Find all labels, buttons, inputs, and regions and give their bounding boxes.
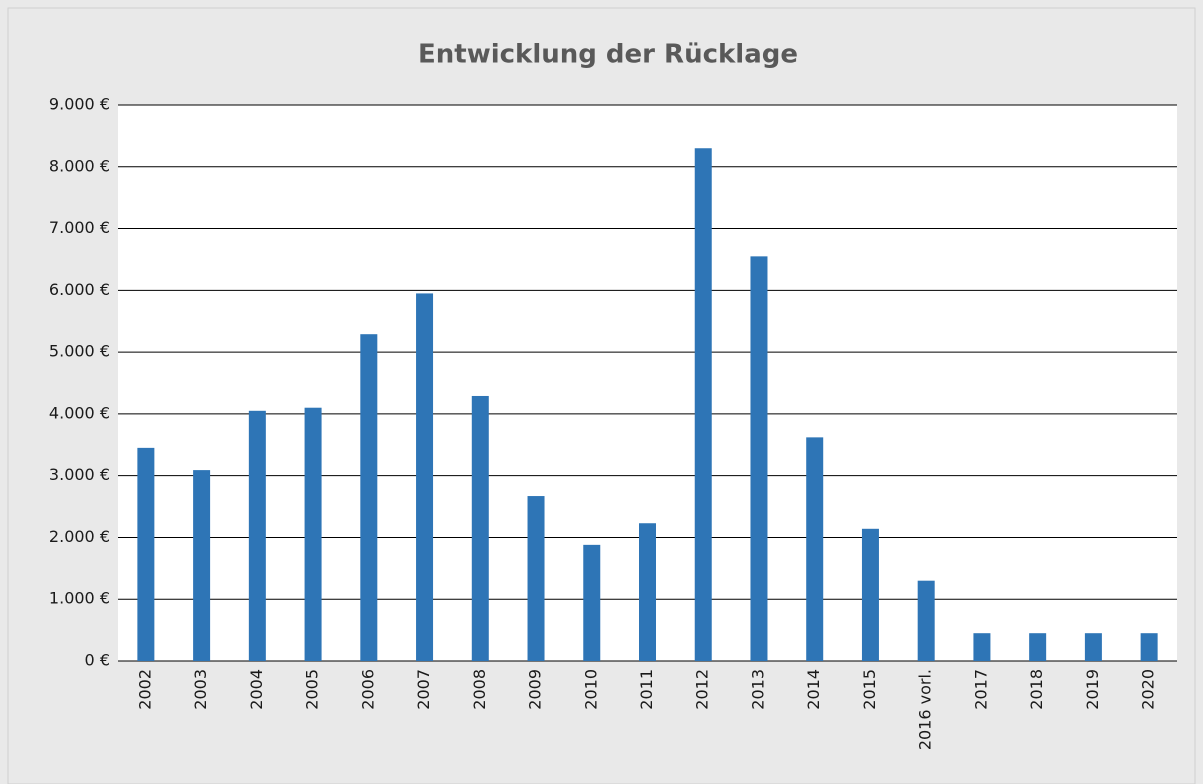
y-tick-label: 4.000 € bbox=[49, 403, 110, 422]
bar bbox=[193, 470, 211, 661]
bar bbox=[639, 523, 656, 661]
chart-title: Entwicklung der Rücklage bbox=[418, 40, 798, 70]
y-tick-label: 1.000 € bbox=[49, 589, 110, 608]
x-tick-label: 2004 bbox=[247, 669, 266, 710]
x-tick-label: 2020 bbox=[1139, 669, 1158, 710]
x-tick-label: 2002 bbox=[135, 669, 154, 710]
bar bbox=[861, 528, 879, 661]
x-tick-label: 2006 bbox=[358, 669, 377, 710]
x-tick-label: 2017 bbox=[971, 669, 990, 710]
x-tick-label: 2003 bbox=[191, 669, 210, 710]
x-tick-label: 2010 bbox=[581, 669, 600, 710]
x-tick-label: 2019 bbox=[1083, 669, 1102, 710]
x-tick-label: 2014 bbox=[804, 669, 823, 710]
y-tick-label: 8.000 € bbox=[49, 156, 110, 175]
x-tick-label: 2009 bbox=[526, 669, 545, 710]
bar bbox=[304, 407, 322, 661]
bar bbox=[583, 544, 601, 661]
bar bbox=[973, 633, 991, 661]
y-tick-label: 6.000 € bbox=[49, 280, 110, 299]
bar bbox=[416, 293, 434, 661]
x-tick-label: 2012 bbox=[693, 669, 712, 710]
bar bbox=[1029, 633, 1047, 661]
x-tick-label: 2015 bbox=[860, 669, 879, 710]
y-tick-label: 5.000 € bbox=[49, 342, 110, 361]
y-tick-label: 7.000 € bbox=[49, 218, 110, 237]
bar bbox=[1084, 633, 1102, 661]
y-tick-label: 9.000 € bbox=[49, 95, 110, 114]
y-tick-label: 3.000 € bbox=[49, 465, 110, 484]
bar bbox=[360, 334, 378, 661]
x-tick-label: 2018 bbox=[1027, 669, 1046, 710]
x-tick-label: 2007 bbox=[414, 669, 433, 710]
x-tick-label: 2011 bbox=[637, 669, 656, 710]
bar bbox=[527, 496, 545, 661]
y-tick-label: 0 € bbox=[85, 651, 110, 670]
x-tick-label: 2005 bbox=[303, 669, 322, 710]
bar bbox=[1140, 633, 1158, 661]
bar bbox=[750, 256, 768, 661]
x-tick-label: 2013 bbox=[748, 669, 767, 710]
bar bbox=[248, 410, 266, 661]
bar bbox=[694, 148, 712, 661]
x-tick-label: 2016 vorl. bbox=[916, 669, 935, 750]
bar bbox=[471, 395, 489, 661]
y-tick-label: 2.000 € bbox=[49, 527, 110, 546]
bar bbox=[917, 580, 935, 661]
bar bbox=[806, 437, 824, 661]
x-tick-label: 2008 bbox=[470, 669, 489, 710]
bar bbox=[137, 447, 155, 661]
